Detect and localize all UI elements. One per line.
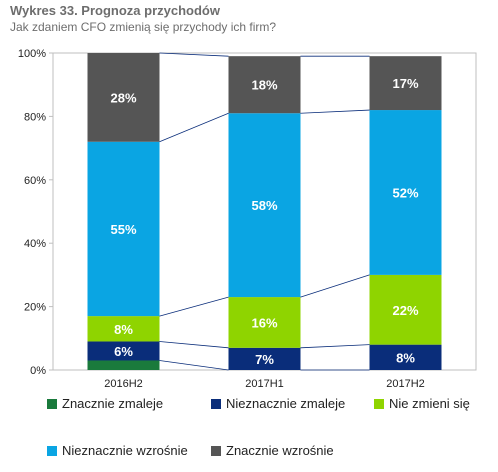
- legend-swatch: [47, 398, 57, 409]
- data-label: 16%: [251, 315, 277, 330]
- y-tick-label: 100%: [18, 48, 46, 60]
- data-label: 8%: [396, 350, 415, 365]
- connector-line: [159, 341, 229, 349]
- bar-segment: [87, 341, 160, 361]
- legend-swatch: [47, 445, 57, 456]
- bar-segment: [228, 56, 301, 114]
- connector-line: [300, 344, 370, 349]
- legend-swatch: [374, 398, 384, 409]
- y-tick-label: 20%: [24, 302, 46, 314]
- bar-segment: [369, 110, 442, 275]
- bar-segment: [87, 360, 160, 370]
- x-tick-label: 2017H1: [245, 378, 284, 390]
- y-tick-label: 60%: [24, 175, 46, 187]
- bar-segment: [228, 347, 301, 370]
- x-tick-label: 2017H2: [386, 378, 425, 390]
- connector-line: [159, 112, 229, 143]
- legend-label: Znacznie wzrośnie: [226, 443, 334, 458]
- chart-subtitle: Jak zdaniem CFO zmienią się przychody ic…: [10, 20, 277, 34]
- connector-line: [159, 52, 229, 57]
- data-label: 55%: [110, 222, 136, 237]
- data-label: 52%: [392, 185, 418, 200]
- bar-segment: [87, 53, 160, 142]
- data-label: 17%: [392, 76, 418, 91]
- connector-line: [300, 274, 370, 298]
- data-label: 22%: [392, 303, 418, 318]
- bar-segment: [369, 56, 442, 111]
- bar-segment: [87, 141, 160, 317]
- x-tick-label: 2016H2: [104, 378, 143, 390]
- data-label: 58%: [251, 198, 277, 213]
- bar-segment: [369, 344, 442, 370]
- bar-segment: [228, 113, 301, 298]
- connector-line: [159, 296, 229, 317]
- legend-swatch: [211, 398, 221, 409]
- data-label: 6%: [114, 344, 133, 359]
- legend-swatch: [211, 445, 221, 456]
- bar-segment: [369, 274, 442, 345]
- bar-segment: [87, 316, 160, 342]
- legend-label: Nieznacznie wzrośnie: [62, 443, 188, 458]
- y-tick-label: 0%: [30, 365, 46, 377]
- connector-line: [300, 109, 370, 114]
- data-label: 8%: [114, 322, 133, 337]
- legend-item: Znacznie wzrośnie: [211, 443, 334, 458]
- data-label: 18%: [251, 78, 277, 93]
- bar-segment: [228, 297, 301, 348]
- chart-title: Wykres 33. Prognoza przychodów: [10, 3, 220, 18]
- connector-line: [159, 360, 229, 371]
- legend-item: Nieznacznie wzrośnie: [47, 443, 188, 458]
- stacked-bar-chart: 0% 20% 40% 60% 80% 100% 6% 7% 8% 8% 16% 22% 55% 58% 52…: [18, 48, 477, 390]
- y-tick-label: 40%: [24, 238, 46, 250]
- data-label: 7%: [255, 352, 274, 367]
- data-label: 28%: [110, 90, 136, 105]
- y-tick-label: 80%: [24, 111, 46, 123]
